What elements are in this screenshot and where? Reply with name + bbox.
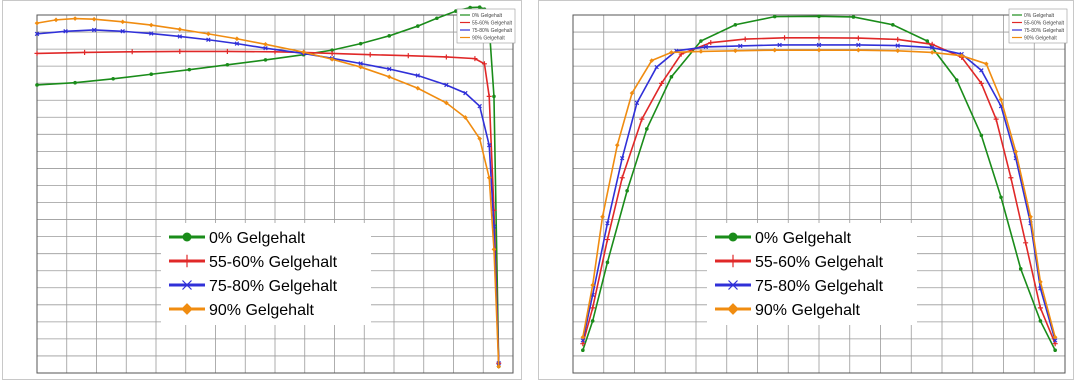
chart-right-series-3-point-15 bbox=[984, 61, 989, 66]
chart-left-series-1-point-0 bbox=[34, 51, 39, 56]
chart-right-series-0-point-6 bbox=[699, 39, 703, 43]
chart-right-legend-small-label-1: 55-60% Gelgehalt bbox=[1024, 21, 1065, 27]
chart-right-series-0-point-3 bbox=[625, 189, 629, 193]
chart-right-series-0-point-9 bbox=[817, 15, 821, 19]
chart-left-series-1-point-4 bbox=[225, 49, 230, 54]
chart-left-series-0-point-10 bbox=[387, 34, 391, 38]
chart-left-series-0-point-11 bbox=[416, 24, 420, 28]
chart-right-series-1-point-12 bbox=[895, 37, 900, 42]
chart-left-series-3-point-1 bbox=[54, 18, 59, 23]
chart-left-legend-label-2: 75-80% Gelgehalt bbox=[209, 278, 338, 295]
chart-left-legend-label-0: 0% Gelgehalt bbox=[209, 230, 306, 247]
chart-right-series-0-point-4 bbox=[645, 127, 649, 131]
chart-right-series-0-point-14 bbox=[980, 134, 984, 138]
chart-left-series-0-point-2 bbox=[111, 77, 115, 81]
chart-left-series-1-point-10 bbox=[444, 54, 449, 59]
chart-right-svg: 0% Gelgehalt55-60% Gelgehalt75-80% Gelge… bbox=[539, 1, 1073, 379]
chart-left-series-3-point-8 bbox=[235, 36, 240, 41]
chart-right-series-3-point-2 bbox=[600, 214, 605, 219]
chart-left-legend-small-label-3: 90% Gelgehalt bbox=[472, 36, 505, 42]
chart-left-legend-small-label-1: 55-60% Gelgehalt bbox=[472, 21, 513, 27]
chart-left-legend-marker-0 bbox=[183, 233, 192, 242]
chart-left-legend-small-label-2: 75-80% Gelgehalt bbox=[472, 28, 513, 34]
chart-left-series-0-point-0 bbox=[35, 83, 39, 87]
chart-right-series-3-point-16 bbox=[999, 97, 1004, 102]
chart-right-legend-small-label-3: 90% Gelgehalt bbox=[1024, 36, 1057, 42]
chart-left-series-0-point-15 bbox=[478, 5, 482, 9]
chart-left-series-0-point-18 bbox=[492, 95, 496, 99]
chart-right-legend-marker-0 bbox=[729, 233, 738, 242]
chart-right-series-0-point-16 bbox=[1019, 267, 1023, 271]
chart-left-series-0-point-3 bbox=[149, 72, 153, 76]
chart-left-legend: 0% Gelgehalt 55-60% Gelgehalt 75-80% Gelge… bbox=[161, 223, 371, 325]
chart-right-series-1-point-3 bbox=[620, 175, 625, 180]
chart-right-series-0-point-2 bbox=[606, 261, 610, 265]
chart-right-series-0-point-18 bbox=[1053, 348, 1057, 352]
chart-right-legend: 0% Gelgehalt 55-60% Gelgehalt 75-80% Gelge… bbox=[707, 223, 917, 325]
chart-left-legend-small: 0% Gelgehalt 55-60% Gelgehalt75-80% Gelge… bbox=[457, 9, 515, 43]
chart-left-series-1-point-7 bbox=[330, 51, 335, 56]
chart-left-series-1-point-1 bbox=[82, 50, 87, 55]
chart-right-series-0-point-17 bbox=[1039, 319, 1043, 323]
chart-left-legend-label-3: 90% Gelgehalt bbox=[209, 302, 315, 319]
chart-right-legend-label-1: 55-60% Gelgehalt bbox=[755, 254, 884, 271]
chart-left-series-0-point-5 bbox=[226, 63, 230, 67]
chart-right-series-1-point-8 bbox=[743, 37, 748, 42]
chart-left-series-3-point-6 bbox=[177, 27, 182, 32]
chart-left-series-1-point-13 bbox=[487, 94, 492, 99]
chart-right-series-3-point-7 bbox=[699, 49, 704, 54]
chart-right-legend-label-2: 75-80% Gelgehalt bbox=[755, 278, 884, 295]
chart-right-series-0-point-7 bbox=[734, 23, 738, 27]
chart-right-series-1-point-10 bbox=[816, 35, 821, 40]
chart-left-series-3-point-2 bbox=[73, 16, 78, 21]
chart-right-series-0-point-10 bbox=[852, 15, 856, 19]
chart-right-series-0-point-5 bbox=[670, 75, 674, 79]
chart-right-series-3-point-3 bbox=[615, 143, 620, 148]
chart-right-series-1-point-11 bbox=[856, 36, 861, 41]
chart-right-series-1-point-18 bbox=[1023, 240, 1028, 245]
chart-right-series-3-point-10 bbox=[817, 48, 822, 53]
chart-right-series-0-point-0 bbox=[581, 348, 585, 352]
chart-right-series-0-point-1 bbox=[591, 319, 595, 323]
chart-left-series-0-point-12 bbox=[435, 16, 439, 20]
chart-left-series-3-point-13 bbox=[387, 74, 392, 79]
chart-left-series-1-point-9 bbox=[406, 53, 411, 58]
chart-right-series-1-point-17 bbox=[1008, 175, 1013, 180]
chart-right-series-0-point-11 bbox=[891, 23, 895, 27]
chart-left-series-0-point-9 bbox=[359, 42, 363, 46]
chart-right-series-0-point-12 bbox=[925, 39, 929, 43]
chart-left-series-3-point-3 bbox=[92, 17, 97, 22]
chart-right-series-3-point-11 bbox=[856, 48, 861, 53]
chart-right-legend-label-3: 90% Gelgehalt bbox=[755, 302, 861, 319]
chart-right-series-0-point-8 bbox=[773, 15, 777, 19]
chart-right-series-0-point-13 bbox=[955, 78, 959, 82]
chart-right-series-1-point-7 bbox=[708, 40, 713, 45]
chart-left-series-3-point-0 bbox=[35, 21, 40, 26]
chart-right-legend-label-0: 0% Gelgehalt bbox=[755, 230, 852, 247]
chart-right-legend-small-label-0: 0% Gelgehalt bbox=[1024, 13, 1055, 19]
chart-right-series-1-point-19 bbox=[1038, 305, 1043, 310]
chart-panel-right: 0% Gelgehalt 55-60% Gelgehalt 75-80% Gelge… bbox=[538, 0, 1074, 380]
chart-left-series-3-point-9 bbox=[263, 42, 268, 47]
chart-right-series-0-point-15 bbox=[999, 195, 1003, 199]
chart-left-series-1-point-8 bbox=[368, 52, 373, 57]
chart-left-legend-small-label-0: 0% Gelgehalt bbox=[472, 13, 503, 19]
chart-right-legend-small-label-2: 75-80% Gelgehalt bbox=[1024, 28, 1065, 34]
chart-panel-left: 0% Gelgehalt 55-60% Gelgehalt 75-80% Gelge… bbox=[2, 0, 522, 380]
chart-left-series-0-point-4 bbox=[188, 68, 192, 72]
chart-left-series-3-point-4 bbox=[120, 19, 125, 24]
chart-right-series-1-point-9 bbox=[782, 35, 787, 40]
chart-right-series-3-point-9 bbox=[772, 48, 777, 53]
chart-left-series-0-point-6 bbox=[264, 58, 268, 62]
chart-left-series-3-point-5 bbox=[149, 23, 154, 28]
chart-right-series-1-point-2 bbox=[605, 237, 610, 242]
chart-left-series-0-point-1 bbox=[73, 81, 77, 85]
chart-left-legend-label-1: 55-60% Gelgehalt bbox=[209, 254, 338, 271]
chart-left-series-1-point-2 bbox=[130, 49, 135, 54]
chart-left-series-1-point-3 bbox=[177, 49, 182, 54]
